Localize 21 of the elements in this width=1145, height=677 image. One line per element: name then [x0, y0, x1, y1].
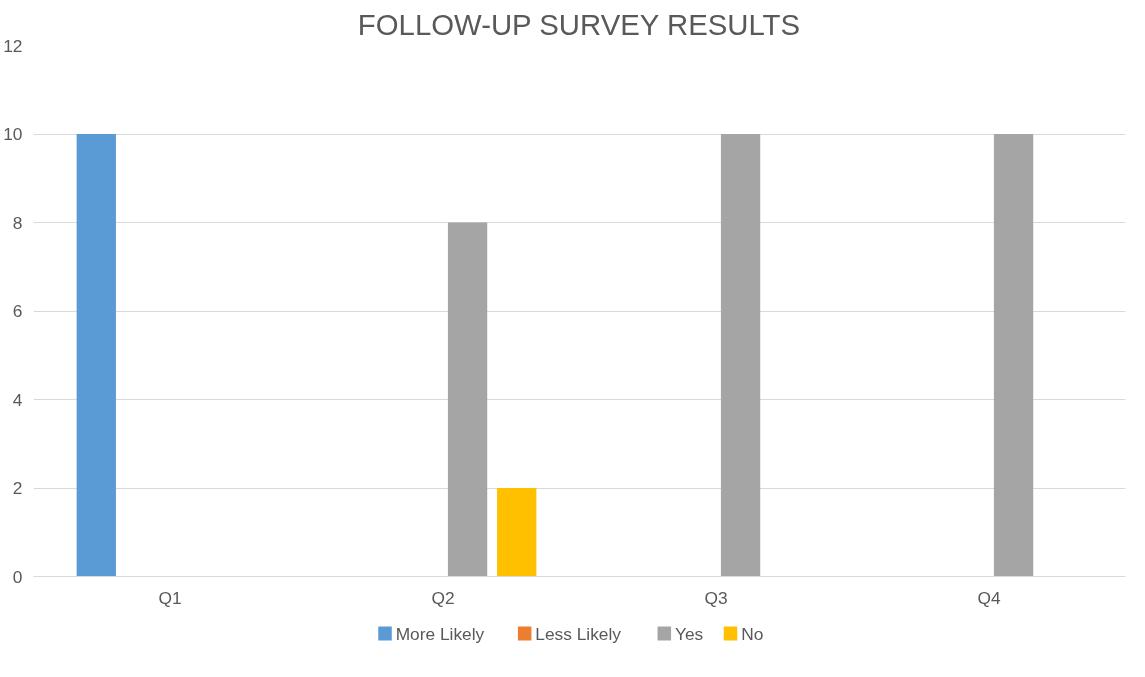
x-tick-label: Q1: [158, 587, 182, 608]
legend-label: No: [741, 623, 764, 644]
chart-title: FOLLOW-UP SURVEY RESULTS: [357, 7, 801, 41]
y-tick-label: 6: [12, 301, 23, 321]
y-tick-label: 4: [12, 389, 23, 410]
x-tick-label: Q4: [977, 587, 1001, 608]
legend-label: Less Likely: [535, 623, 622, 644]
legend-label: More Likely: [395, 623, 485, 644]
y-tick-label: 0: [12, 566, 23, 587]
y-tick-label: 12: [3, 35, 23, 56]
x-tick-label: Q3: [704, 587, 728, 608]
legend-label: Yes: [674, 623, 704, 644]
y-tick-label: 10: [3, 124, 23, 144]
y-tick-label: 2: [12, 478, 23, 498]
y-tick-label: 8: [12, 212, 23, 233]
bar: [993, 134, 1034, 577]
x-tick-label: Q2: [431, 587, 455, 608]
bar: [497, 488, 537, 577]
bar: [720, 134, 761, 577]
bar: [447, 222, 488, 577]
bar: [76, 134, 116, 577]
